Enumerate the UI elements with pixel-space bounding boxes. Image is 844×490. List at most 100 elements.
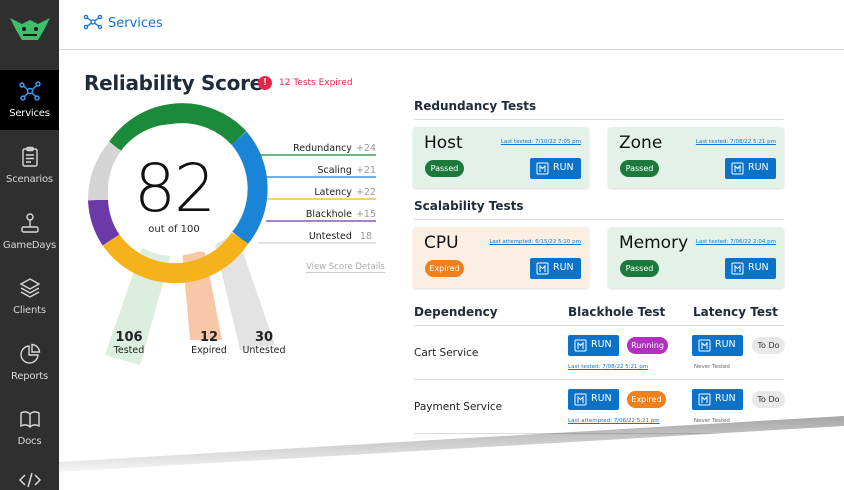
card-title: CPU — [424, 233, 459, 253]
latency-run-button[interactable]: RUN — [692, 389, 743, 410]
status-badge: Running — [627, 337, 668, 354]
card-last-tested[interactable]: Last attempted: 6/15/22 5:10 pm — [489, 239, 581, 245]
run-icon — [536, 162, 549, 175]
blackhole-last-tested[interactable]: Last attempted: 7/06/22 5:21 pm — [568, 418, 660, 424]
redundancy-heading: Redundancy Tests — [414, 99, 537, 113]
sidebar-item-gamedays[interactable]: GameDays — [0, 202, 59, 262]
blackhole-last-tested[interactable]: Last tested: 7/08/22 5:21 pm — [568, 364, 649, 370]
sidebar-item-label: Reports — [11, 371, 48, 382]
stat-untested: 30 Untested — [229, 330, 299, 356]
status-badge: To Do — [752, 337, 785, 354]
layers-icon — [19, 278, 41, 298]
status-badge: Passed — [620, 260, 659, 277]
blackhole-run-button[interactable]: RUN — [568, 335, 619, 356]
score-title: Reliability Score — [84, 71, 263, 95]
category-name: Redundancy — [293, 143, 352, 154]
category-points: 18 — [359, 231, 372, 242]
card-last-tested[interactable]: Last tested: 7/10/22 7:05 pm — [500, 139, 581, 145]
card-last-tested[interactable]: Last tested: 7/08/22 5:21 pm — [695, 139, 776, 145]
category-points: +21 — [355, 165, 376, 176]
sidebar-item-label: GameDays — [2, 240, 57, 251]
clipboard-icon — [22, 146, 38, 167]
view-score-details-link[interactable]: View Score Details — [306, 262, 385, 273]
stat-label: Tested — [113, 345, 145, 356]
stat-label: Untested — [242, 345, 286, 356]
run-icon — [731, 262, 744, 275]
status-badge: To Do — [752, 391, 785, 408]
page-breadcrumb[interactable]: Services — [108, 16, 163, 31]
scalability-heading: Scalability Tests — [414, 199, 524, 213]
sidebar-item-services[interactable]: Services — [0, 70, 59, 130]
category-points: +22 — [355, 187, 376, 198]
run-button-label: RUN — [715, 339, 736, 350]
services-icon — [83, 14, 103, 30]
dependency-name: Payment Service — [414, 401, 503, 413]
pie-chart-icon — [20, 343, 41, 364]
blackhole-run-button[interactable]: RUN — [568, 389, 619, 410]
test-card-cpu: CPU Last attempted: 6/15/22 5:10 pm Expi… — [413, 227, 589, 288]
card-title: Memory — [619, 233, 689, 253]
category-name: Blackhole — [305, 209, 352, 220]
column-header-dependency: Dependency — [414, 305, 498, 319]
expired-tests-note[interactable]: 12 Tests Expired — [279, 78, 353, 88]
card-title: Host — [424, 133, 463, 153]
book-icon — [20, 411, 40, 428]
status-badge: Expired — [627, 391, 666, 408]
divider — [414, 379, 784, 380]
stat-expired: 12 Expired — [174, 330, 244, 356]
stat-number: 30 — [254, 330, 274, 345]
run-button[interactable]: RUN — [725, 258, 776, 279]
sidebar-item-label: Docs — [17, 436, 42, 447]
status-badge: Expired — [425, 260, 464, 277]
latency-last-tested: Never Tested — [694, 364, 730, 370]
score-value: 82 — [134, 150, 216, 227]
category-untested: Untested 18 — [290, 231, 372, 242]
column-header-blackhole: Blackhole Test — [568, 305, 666, 319]
stat-label: Expired — [191, 345, 227, 356]
latency-run-button[interactable]: RUN — [692, 335, 743, 356]
run-button-label: RUN — [553, 162, 574, 173]
category-name: Scaling — [317, 165, 352, 176]
test-card-zone: Zone Last tested: 7/08/22 5:21 pm Passed… — [608, 127, 784, 188]
category-points: +24 — [355, 143, 376, 154]
column-header-latency: Latency Test — [693, 305, 778, 319]
sidebar-item-clients[interactable]: Clients — [0, 267, 59, 327]
sidebar-item-label: Scenarios — [6, 174, 53, 185]
sidebar-item-reports[interactable]: Reports — [0, 333, 59, 393]
gremlin-logo[interactable] — [8, 14, 52, 44]
divider — [414, 325, 784, 326]
sidebar: Services Scenarios GameDays Clients Repo… — [0, 0, 59, 490]
run-icon — [698, 393, 711, 406]
score-out-of: out of 100 — [148, 224, 200, 235]
code-icon[interactable] — [18, 472, 42, 488]
run-icon — [574, 393, 587, 406]
run-button-label: RUN — [748, 162, 769, 173]
category-scaling: Scaling +21 — [290, 165, 376, 176]
status-badge: Passed — [425, 160, 464, 177]
alert-icon: ! — [258, 76, 272, 90]
run-button[interactable]: RUN — [530, 258, 581, 279]
run-button[interactable]: RUN — [725, 158, 776, 179]
card-last-tested[interactable]: Last tested: 7/06/22 2:04 pm — [695, 239, 776, 245]
sidebar-item-scenarios[interactable]: Scenarios — [0, 136, 59, 196]
test-card-memory: Memory Last tested: 7/06/22 2:04 pm Pass… — [608, 227, 784, 288]
divider — [414, 119, 784, 120]
run-icon — [536, 262, 549, 275]
run-button-label: RUN — [748, 262, 769, 273]
run-button-label: RUN — [715, 393, 736, 404]
run-button-label: RUN — [591, 393, 612, 404]
stat-tested: 106 Tested — [94, 330, 164, 356]
dependency-name: Cart Service — [414, 347, 479, 359]
sidebar-item-label: Clients — [13, 305, 46, 316]
sidebar-item-label: Services — [9, 108, 50, 119]
run-button[interactable]: RUN — [530, 158, 581, 179]
divider — [414, 219, 784, 220]
category-points: +15 — [355, 209, 376, 220]
divider — [414, 433, 784, 434]
card-title: Zone — [619, 133, 663, 153]
test-card-host: Host Last tested: 7/10/22 7:05 pm Passed… — [413, 127, 589, 188]
stat-number: 106 — [115, 330, 143, 345]
run-button-label: RUN — [591, 339, 612, 350]
sidebar-item-docs[interactable]: Docs — [0, 398, 59, 458]
latency-last-tested: Never Tested — [694, 418, 730, 424]
